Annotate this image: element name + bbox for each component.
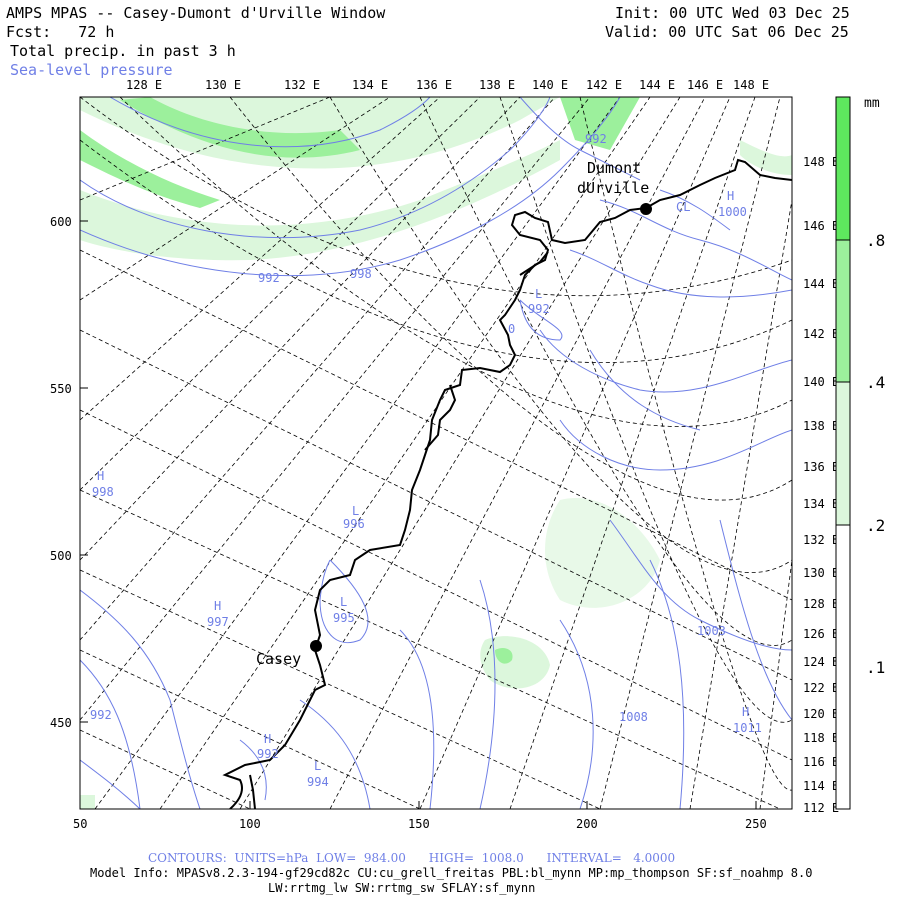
- slp-label: 1011: [733, 721, 762, 735]
- right-lon-label: 146 E: [803, 219, 839, 233]
- slp-label: 996: [343, 517, 365, 531]
- slp-label: 994: [307, 775, 329, 789]
- slp-label: 997: [207, 615, 229, 629]
- top-lon-label: 132 E: [284, 78, 320, 92]
- colorbar: [835, 96, 851, 810]
- slp-label: H: [214, 599, 221, 613]
- slp-label: 992: [528, 302, 550, 316]
- colorbar-segment-0.4: [835, 239, 851, 383]
- top-lon-label: 148 E: [733, 78, 769, 92]
- colorbar-segment-0.1: [835, 524, 851, 810]
- slp-label: 1003: [697, 624, 726, 638]
- bottom-axis-label: 50: [73, 817, 87, 831]
- slp-label: H: [742, 705, 749, 719]
- colorbar-label: .1: [866, 658, 885, 677]
- top-lon-label: 134 E: [352, 78, 388, 92]
- right-lon-label: 142 E: [803, 327, 839, 341]
- right-lon-label: 118 E: [803, 731, 839, 745]
- left-axis-label: 450: [50, 716, 72, 730]
- graticule: [80, 97, 792, 809]
- station-marker-dumont-durville: [640, 203, 652, 215]
- slp-label: 1008: [619, 710, 648, 724]
- right-lon-label: 132 E: [803, 533, 839, 547]
- slp-label: 998: [92, 485, 114, 499]
- bottom-axis-label: 250: [745, 817, 767, 831]
- top-lon-label: 146 E: [687, 78, 723, 92]
- forecast-hour: Fcst: 72 h: [6, 23, 115, 41]
- chart-title: AMPS MPAS -- Casey-Dumont d'Urville Wind…: [6, 4, 386, 22]
- slp-label: L: [535, 287, 542, 301]
- slp-label: H: [727, 189, 734, 203]
- plot-frame: [79, 96, 793, 810]
- plot-area: [80, 97, 792, 809]
- slp-label: 0: [508, 322, 515, 336]
- right-lon-label: 130 E: [803, 566, 839, 580]
- left-axis-label: 500: [50, 549, 72, 563]
- place-label: Dumont: [587, 159, 641, 177]
- right-lon-label: 114 E: [803, 779, 839, 793]
- slp-label: H: [264, 732, 271, 746]
- right-lon-label: 120 E: [803, 707, 839, 721]
- top-lon-label: 130 E: [205, 78, 241, 92]
- slp-label: H: [97, 469, 104, 483]
- right-lon-label: 136 E: [803, 460, 839, 474]
- top-lon-label: 136 E: [416, 78, 452, 92]
- colorbar-label: .4: [866, 373, 885, 392]
- slp-label: 992: [90, 708, 112, 722]
- right-lon-label: 148 E: [803, 155, 839, 169]
- colorbar-segment-0.8: [835, 96, 851, 241]
- slp-label: 992: [258, 271, 280, 285]
- station-marker-casey: [310, 640, 322, 652]
- left-axis-label: 600: [50, 215, 72, 229]
- model-info: Model Info: MPASv8.2.3-194-gf29cd82c CU:…: [90, 866, 813, 880]
- contour-info: CONTOURS: UNITS=hPa LOW= 984.00 HIGH= 10…: [148, 851, 676, 865]
- slp-label: L: [340, 595, 347, 609]
- right-lon-label: 144 E: [803, 277, 839, 291]
- coastline: [222, 158, 792, 809]
- bottom-axis-label: 200: [576, 817, 598, 831]
- slp-label: L: [352, 504, 359, 518]
- model-info-physics: LW:rrtmg_lw SW:rrtmg_sw SFLAY:sf_mynn: [268, 881, 536, 895]
- colorbar-segment-0.2: [835, 381, 851, 526]
- right-lon-label: 140 E: [803, 375, 839, 389]
- top-lon-label: 128 E: [126, 78, 162, 92]
- bottom-axis-label: 100: [239, 817, 261, 831]
- valid-time: Valid: 00 UTC Sat 06 Dec 25: [605, 23, 849, 41]
- slp-label: CL: [676, 200, 690, 214]
- top-lon-label: 144 E: [639, 78, 675, 92]
- colorbar-label: .8: [866, 231, 885, 250]
- right-lon-label: 122 E: [803, 681, 839, 695]
- field-label-precip: Total precip. in past 3 h: [10, 42, 236, 60]
- right-lon-label: 116 E: [803, 755, 839, 769]
- top-lon-label: 142 E: [586, 78, 622, 92]
- top-lon-label: 140 E: [532, 78, 568, 92]
- init-time: Init: 00 UTC Wed 03 Dec 25: [615, 4, 850, 22]
- slp-label: 1000: [718, 205, 747, 219]
- slp-label: 995: [333, 611, 355, 625]
- place-label: dUrville: [577, 179, 649, 197]
- right-lon-label: 112 E: [803, 801, 839, 815]
- top-lon-label: 138 E: [479, 78, 515, 92]
- left-axis-label: 550: [50, 382, 72, 396]
- right-lon-label: 128 E: [803, 597, 839, 611]
- right-lon-label: 126 E: [803, 627, 839, 641]
- right-lon-label: 134 E: [803, 497, 839, 511]
- right-lon-label: 138 E: [803, 419, 839, 433]
- colorbar-unit: mm: [864, 96, 880, 111]
- slp-label: 992: [257, 747, 279, 761]
- bottom-axis-label: 150: [408, 817, 430, 831]
- slp-label: 998: [350, 267, 372, 281]
- slp-contours: [80, 97, 792, 809]
- place-label: Casey: [256, 650, 301, 668]
- right-lon-label: 124 E: [803, 655, 839, 669]
- slp-label: L: [314, 759, 321, 773]
- field-label-slp: Sea-level pressure: [10, 61, 173, 79]
- slp-label: 992: [585, 132, 607, 146]
- colorbar-label: .2: [866, 516, 885, 535]
